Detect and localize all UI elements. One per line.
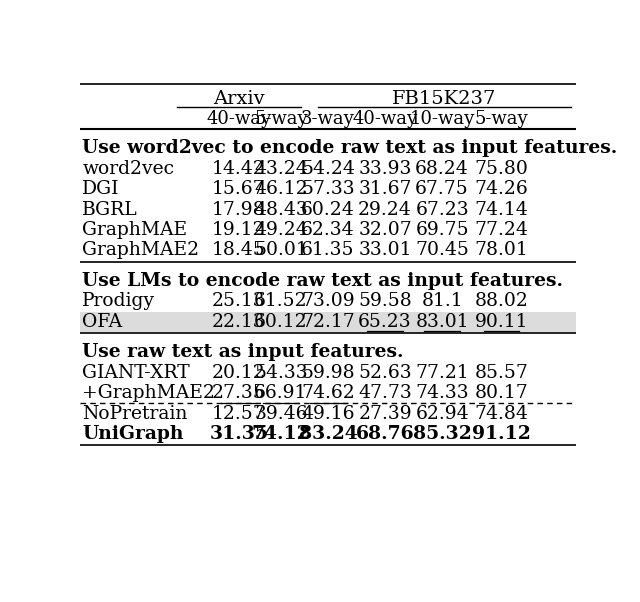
Text: Use word2vec to encode raw text as input features.: Use word2vec to encode raw text as input… — [83, 140, 618, 158]
Text: 17.98: 17.98 — [212, 200, 266, 219]
Text: 25.13: 25.13 — [212, 293, 266, 311]
Text: NoPretrain: NoPretrain — [83, 405, 188, 423]
Text: 40-way: 40-way — [206, 110, 271, 128]
Text: 47.73: 47.73 — [358, 384, 412, 402]
Text: 65.23: 65.23 — [358, 313, 412, 331]
Text: 74.84: 74.84 — [475, 405, 529, 423]
Text: 74.14: 74.14 — [475, 200, 529, 219]
Text: 74.33: 74.33 — [415, 384, 469, 402]
Text: 33.01: 33.01 — [358, 241, 412, 259]
Text: 73.09: 73.09 — [301, 293, 355, 311]
Text: 91.12: 91.12 — [472, 425, 531, 443]
Text: 39.46: 39.46 — [254, 405, 308, 423]
Text: Use LMs to encode raw text as input features.: Use LMs to encode raw text as input feat… — [83, 272, 563, 290]
Text: 27.35: 27.35 — [212, 384, 266, 402]
Text: 60.12: 60.12 — [254, 313, 308, 331]
Text: 29.24: 29.24 — [358, 200, 412, 219]
Text: +GraphMAE2: +GraphMAE2 — [83, 384, 215, 402]
Text: Use raw text as input features.: Use raw text as input features. — [83, 343, 404, 361]
Text: Prodigy: Prodigy — [83, 293, 156, 311]
Bar — [80, 312, 576, 332]
Text: word2vec: word2vec — [83, 160, 175, 178]
Text: 57.33: 57.33 — [301, 180, 355, 198]
Text: 40-way: 40-way — [353, 110, 418, 128]
Text: 77.24: 77.24 — [475, 221, 529, 239]
Text: 72.17: 72.17 — [301, 313, 355, 331]
Text: 18.45: 18.45 — [212, 241, 266, 259]
Text: 32.07: 32.07 — [358, 221, 412, 239]
Text: 88.02: 88.02 — [475, 293, 529, 311]
Text: 48.43: 48.43 — [254, 200, 308, 219]
Text: 83.01: 83.01 — [415, 313, 469, 331]
Text: 62.34: 62.34 — [301, 221, 355, 239]
Text: 81.1: 81.1 — [421, 293, 463, 311]
Text: Arxiv: Arxiv — [213, 90, 264, 108]
Text: 10-way: 10-way — [410, 110, 475, 128]
Text: 52.63: 52.63 — [358, 364, 412, 382]
Text: 61.35: 61.35 — [301, 241, 355, 259]
Text: 61.52: 61.52 — [254, 293, 308, 311]
Text: 31.67: 31.67 — [358, 180, 412, 198]
Text: 5-way: 5-way — [254, 110, 308, 128]
Text: 50.01: 50.01 — [254, 241, 308, 259]
Text: 60.24: 60.24 — [301, 200, 355, 219]
Text: OFA: OFA — [83, 313, 123, 331]
Text: 70.45: 70.45 — [415, 241, 469, 259]
Text: UniGraph: UniGraph — [83, 425, 184, 443]
Text: GraphMAE2: GraphMAE2 — [83, 241, 200, 259]
Text: 14.42: 14.42 — [212, 160, 266, 178]
Text: 67.75: 67.75 — [415, 180, 469, 198]
Text: 62.94: 62.94 — [415, 405, 469, 423]
Text: 68.76: 68.76 — [356, 425, 414, 443]
Text: 74.26: 74.26 — [475, 180, 529, 198]
Text: 78.01: 78.01 — [475, 241, 529, 259]
Text: 83.24: 83.24 — [299, 425, 357, 443]
Text: 74.12: 74.12 — [252, 425, 310, 443]
Text: 59.58: 59.58 — [358, 293, 412, 311]
Text: GraphMAE: GraphMAE — [83, 221, 188, 239]
Text: 54.24: 54.24 — [301, 160, 355, 178]
Text: 67.23: 67.23 — [415, 200, 469, 219]
Text: 66.91: 66.91 — [254, 384, 308, 402]
Text: 12.57: 12.57 — [212, 405, 266, 423]
Text: 90.11: 90.11 — [475, 313, 529, 331]
Text: 19.12: 19.12 — [212, 221, 266, 239]
Text: 85.32: 85.32 — [413, 425, 472, 443]
Text: 3-way: 3-way — [301, 110, 355, 128]
Text: 49.24: 49.24 — [254, 221, 308, 239]
Text: BGRL: BGRL — [83, 200, 138, 219]
Text: 77.21: 77.21 — [415, 364, 469, 382]
Text: 69.75: 69.75 — [415, 221, 469, 239]
Text: 59.98: 59.98 — [301, 364, 355, 382]
Text: DGI: DGI — [83, 180, 120, 198]
Text: 5-way: 5-way — [475, 110, 529, 128]
Text: 33.93: 33.93 — [358, 160, 412, 178]
Text: 80.17: 80.17 — [475, 384, 529, 402]
Text: 46.12: 46.12 — [254, 180, 308, 198]
Text: FB15K237: FB15K237 — [392, 90, 497, 108]
Text: 85.57: 85.57 — [475, 364, 529, 382]
Text: 22.13: 22.13 — [212, 313, 266, 331]
Text: 27.39: 27.39 — [358, 405, 412, 423]
Text: 54.33: 54.33 — [254, 364, 308, 382]
Text: 43.24: 43.24 — [254, 160, 308, 178]
Text: 49.16: 49.16 — [301, 405, 355, 423]
Text: 75.80: 75.80 — [475, 160, 529, 178]
Text: 20.12: 20.12 — [212, 364, 266, 382]
Text: 74.62: 74.62 — [301, 384, 355, 402]
Text: GIANT-XRT: GIANT-XRT — [83, 364, 190, 382]
Text: 31.35: 31.35 — [209, 425, 268, 443]
Text: 15.67: 15.67 — [212, 180, 266, 198]
Text: 68.24: 68.24 — [415, 160, 469, 178]
